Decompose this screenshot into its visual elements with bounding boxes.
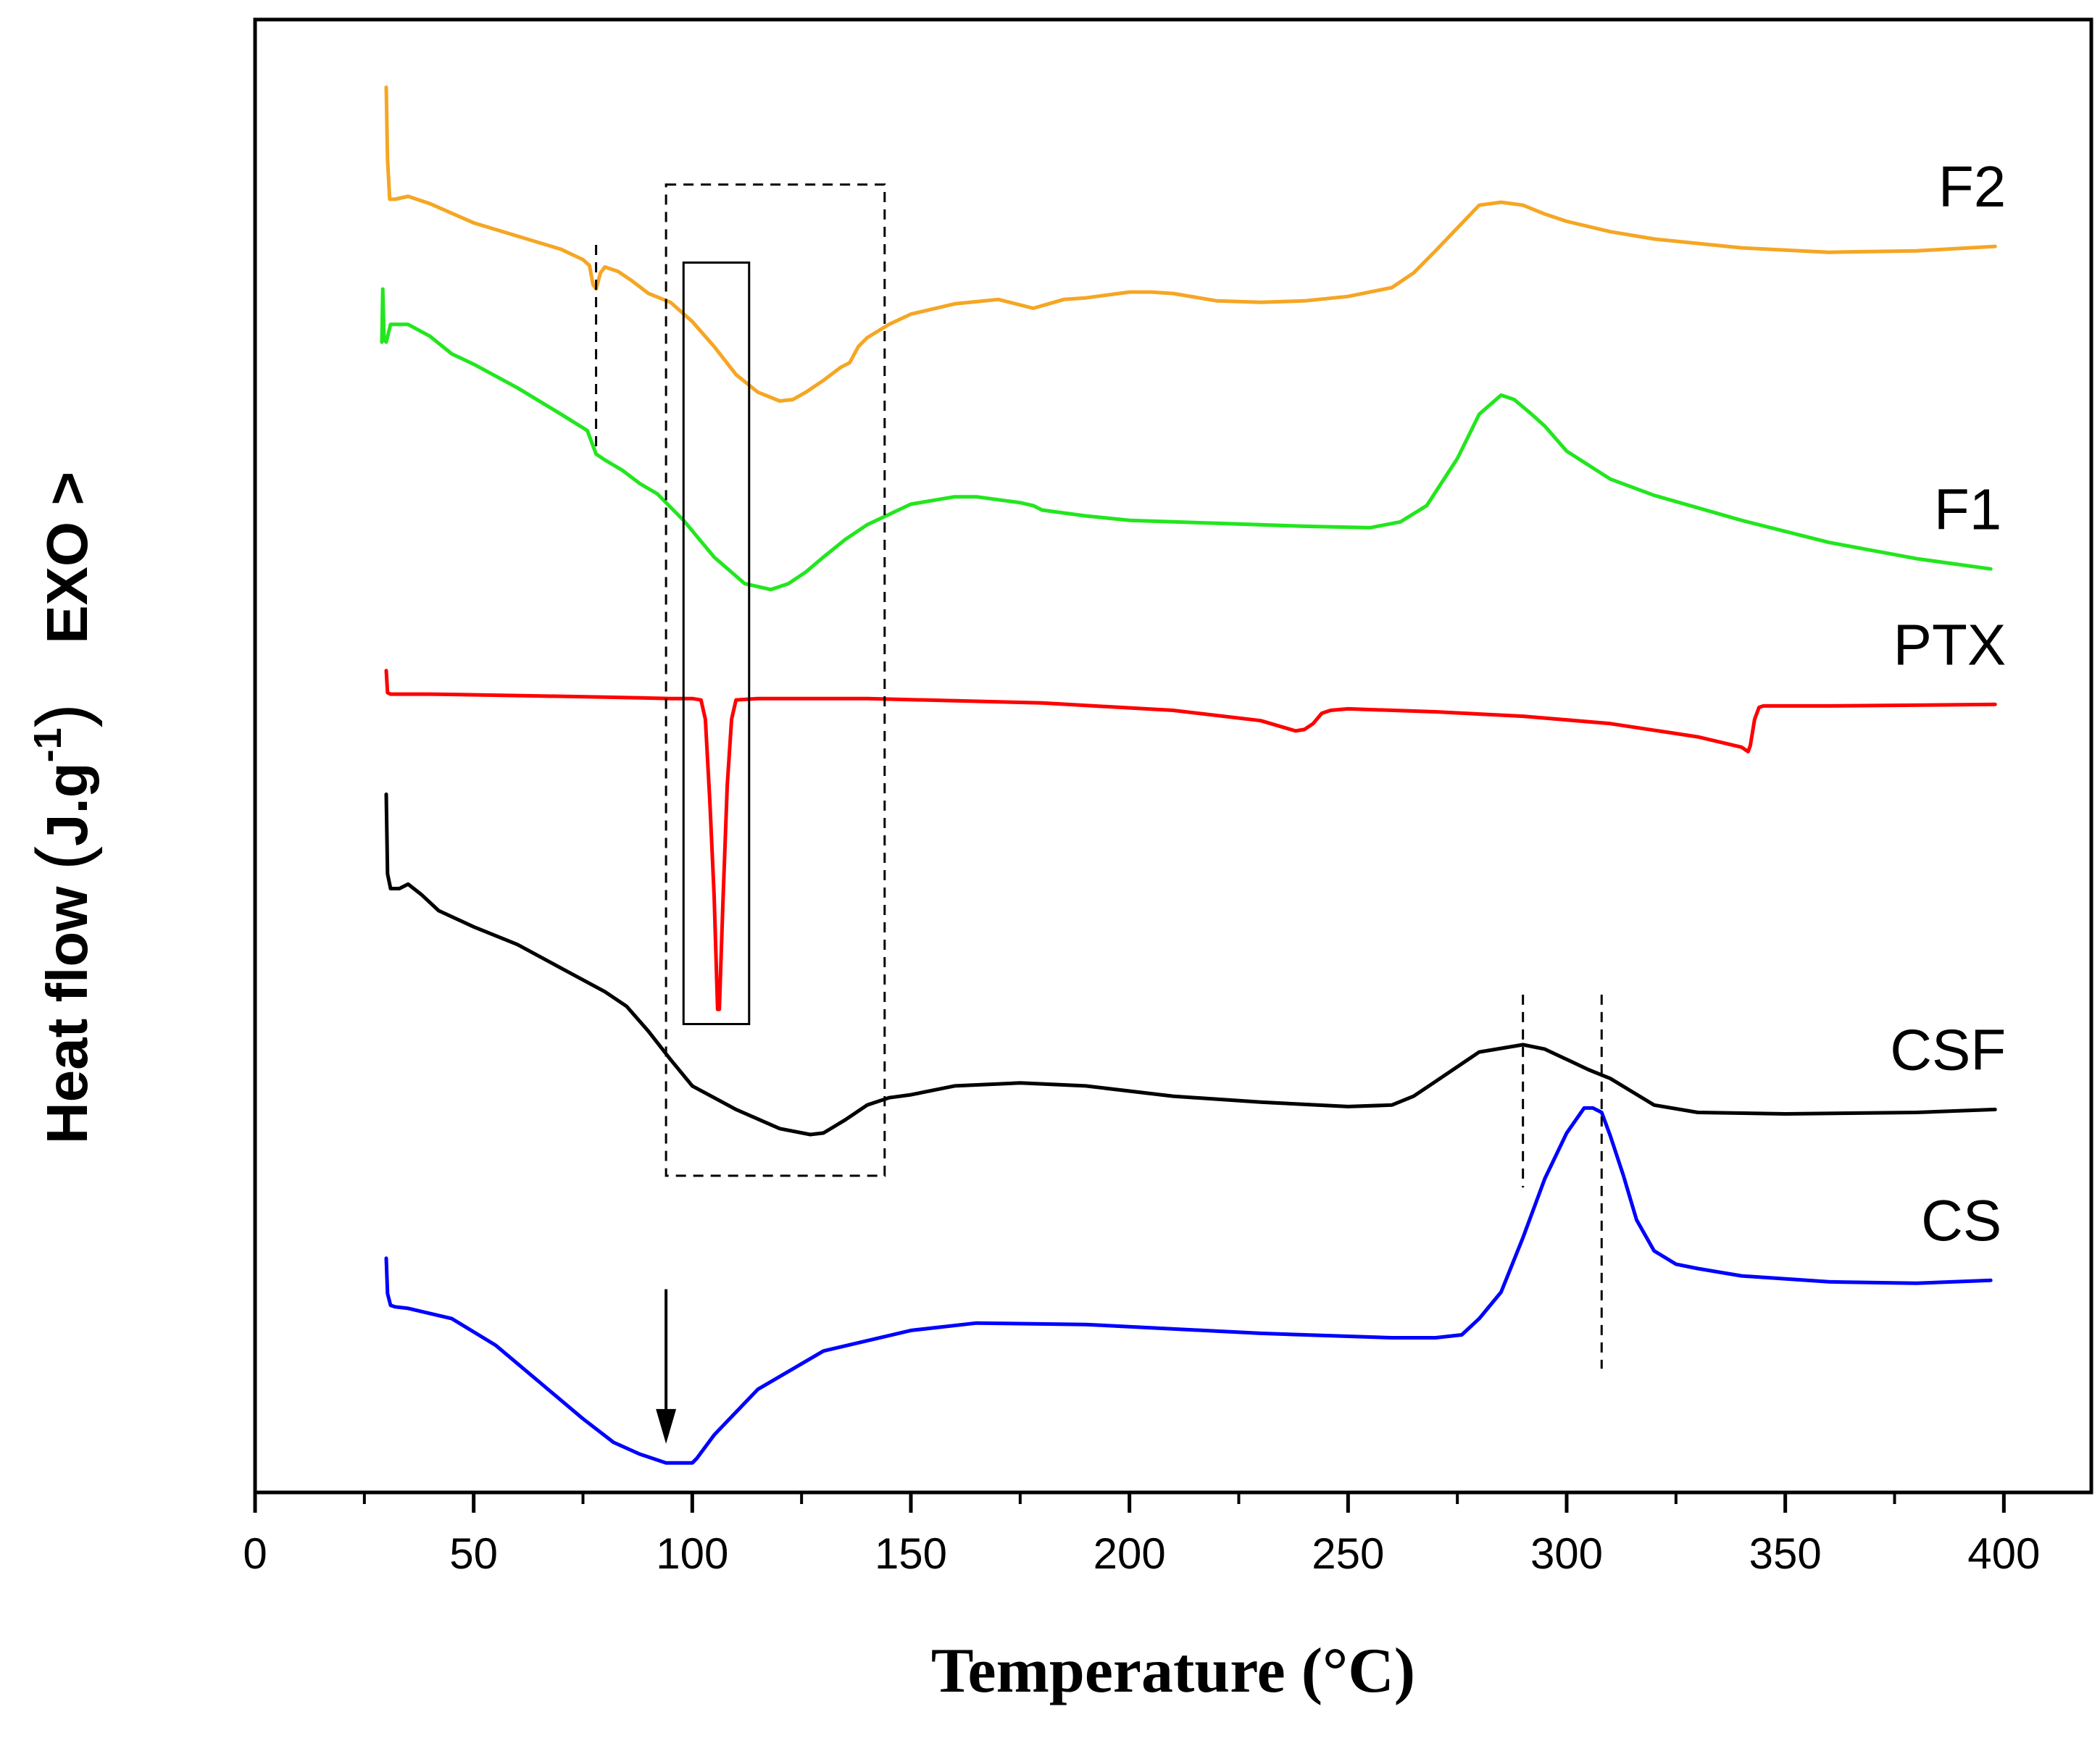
arrow-down-icon [656,1408,677,1444]
x-tick-label-150: 150 [875,1529,947,1578]
x-tick-label-0: 0 [243,1529,267,1578]
y-axis-label-text: Heat flow (J.g-1) EXO > [22,472,103,1144]
x-tick-label-100: 100 [656,1529,728,1578]
series-layer [380,85,1997,1465]
x-tick-label-300: 300 [1530,1529,1603,1578]
x-tick-label-200: 200 [1093,1529,1166,1578]
dashed-highlight-box [664,183,886,1177]
y-axis-label: Heat flow (J.g-1) EXO > [22,472,103,1144]
x-tick-label-400: 400 [1967,1529,2040,1578]
series-line-f1 [380,287,1993,592]
series-line-csf [384,792,1997,1137]
y-axis-label-exponent: -1 [26,727,70,762]
solid-highlight-box [682,261,751,1026]
series-label-csf: CSF [1890,1017,2006,1082]
x-tick-label-50: 50 [449,1529,498,1578]
plot-frame [253,17,2093,1495]
series-label-cs: CS [1921,1188,2001,1253]
series-label-f1: F1 [1934,477,2001,541]
legend-labels: F2 F1 PTX CSF CS [1890,154,2006,1253]
exo-direction-label: EXO > [35,472,99,644]
x-tick-label-350: 350 [1749,1529,1822,1578]
series-label-f2: F2 [1938,154,2006,219]
y-axis-label-main: Heat flow [35,886,99,1144]
series-line-cs [384,1106,1993,1465]
x-tick-label-250: 250 [1312,1529,1384,1578]
series-line-f2 [384,85,1997,403]
x-axis: 0 50 100 150 200 250 300 350 400 [243,1492,2040,1578]
series-label-ptx: PTX [1893,612,2007,677]
y-axis-label-unit: J.g [35,762,99,846]
series-line-ptx [384,669,1997,1011]
annotation-layer [595,183,1603,1444]
x-axis-label: Temperature (°C) [931,1636,1415,1706]
